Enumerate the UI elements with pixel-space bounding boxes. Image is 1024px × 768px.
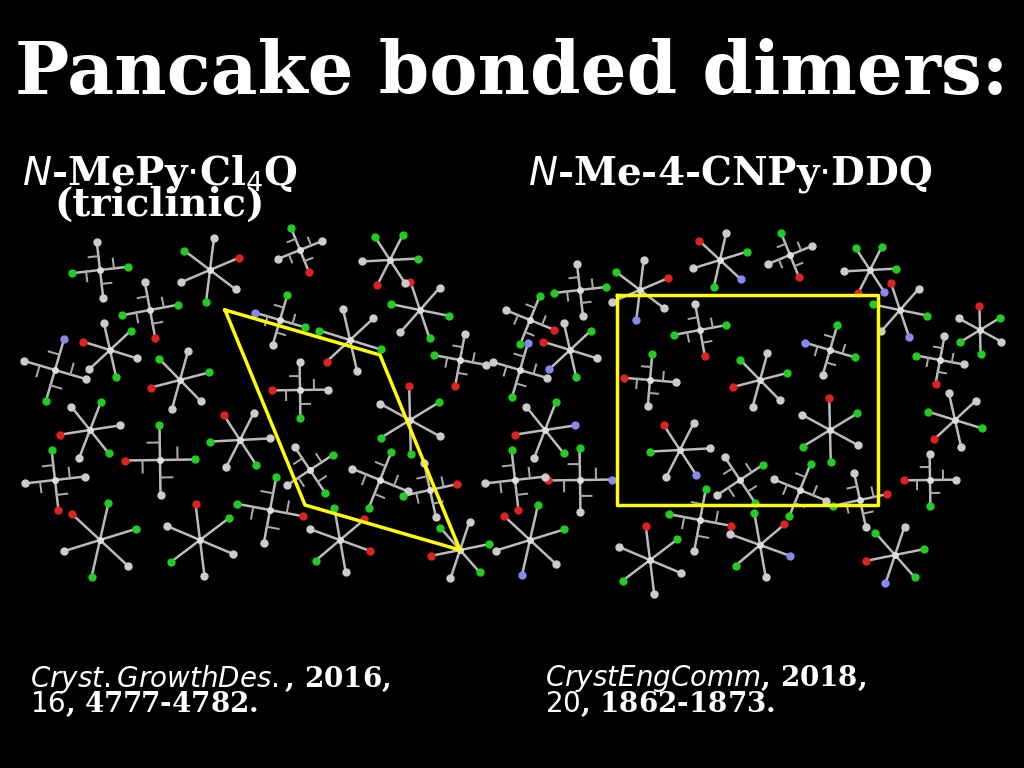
- Text: $\mathit{N}$-Me-4-CNPy$\cdot$DDQ: $\mathit{N}$-Me-4-CNPy$\cdot$DDQ: [527, 153, 932, 195]
- Text: $\mathit{CrystEngComm}$, 2018,: $\mathit{CrystEngComm}$, 2018,: [545, 663, 866, 694]
- Text: $\mathit{20}$, 1862-1873.: $\mathit{20}$, 1862-1873.: [545, 690, 775, 719]
- Text: Pancake bonded dimers:: Pancake bonded dimers:: [15, 38, 1009, 109]
- Text: (triclinic): (triclinic): [54, 186, 265, 224]
- Text: $\mathit{Cryst. Growth Des.}$, 2016,: $\mathit{Cryst. Growth Des.}$, 2016,: [30, 663, 390, 695]
- Text: $\mathit{16}$, 4777-4782.: $\mathit{16}$, 4777-4782.: [30, 690, 258, 719]
- Text: $\mathit{N}$-MePy$\cdot$Cl$_4$Q: $\mathit{N}$-MePy$\cdot$Cl$_4$Q: [23, 153, 298, 195]
